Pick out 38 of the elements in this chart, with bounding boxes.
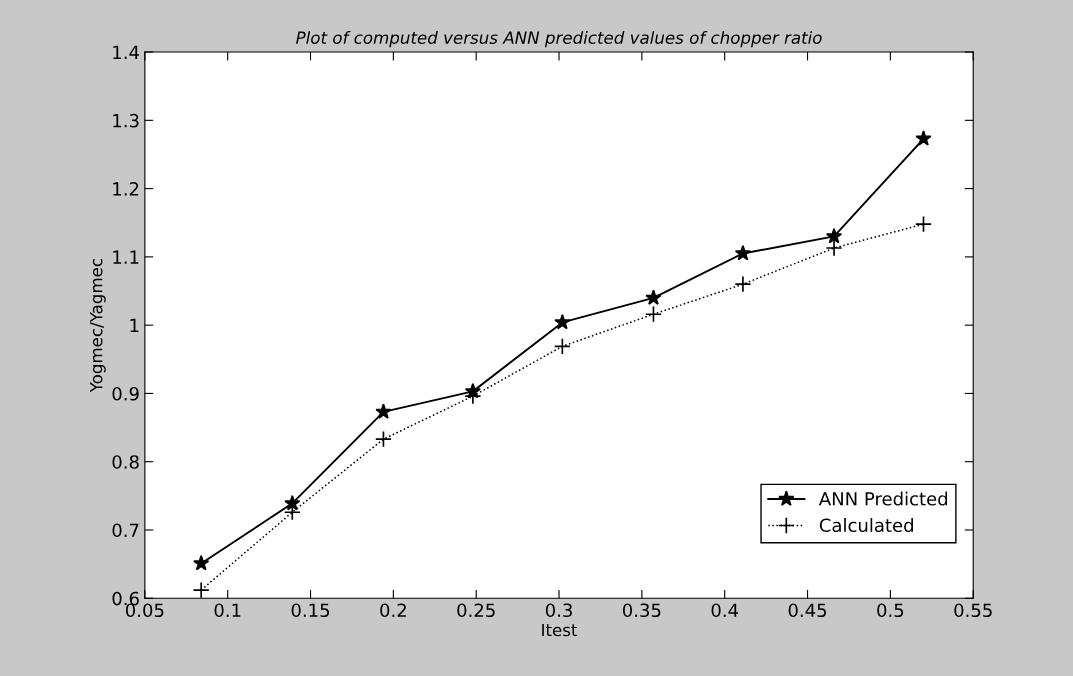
point xyxy=(825,227,843,244)
y-tick-label: 1.3 xyxy=(113,113,139,128)
point xyxy=(734,244,752,261)
point xyxy=(284,494,301,511)
x-tick-label: 0.1 xyxy=(214,603,241,618)
x-tick-label: 0.45 xyxy=(788,603,827,618)
legend-label: Calculated xyxy=(819,518,913,533)
x-tick-label: 0.4 xyxy=(711,603,739,618)
point xyxy=(374,430,392,448)
x-tick-label: 0.3 xyxy=(545,603,572,618)
point xyxy=(554,313,571,330)
y-tick-label: 0.7 xyxy=(112,523,139,538)
point xyxy=(825,239,843,257)
point xyxy=(734,275,752,293)
x-tick-label: 0.55 xyxy=(954,603,992,618)
point xyxy=(193,554,210,571)
point xyxy=(644,305,662,323)
point xyxy=(192,581,210,599)
point xyxy=(645,289,662,305)
x-tick-label: 0.5 xyxy=(877,603,904,618)
x-tick-label: 0.35 xyxy=(622,603,661,618)
y-tick-label: 1.4 xyxy=(113,45,139,59)
point xyxy=(375,403,392,419)
legend-label: ANN Predicted xyxy=(818,491,948,506)
x-axis-title: Itest xyxy=(542,623,578,637)
y-axis-title: Yogmec/Yagmec xyxy=(90,259,106,393)
point xyxy=(553,337,571,355)
x-tick-label: 0.15 xyxy=(291,603,330,618)
point xyxy=(915,215,932,233)
y-tick-label: 1.1 xyxy=(113,250,139,264)
point xyxy=(915,130,932,146)
y-tick-label: 0.9 xyxy=(112,386,139,401)
x-tick-label: 0.25 xyxy=(457,603,495,618)
y-tick-label: 0.8 xyxy=(112,455,139,469)
chart-title: Plot of computed versus ANN predicted values of chopper ratio xyxy=(296,31,822,48)
y-tick-label: 1.2 xyxy=(113,182,139,196)
y-tick-label: 1 xyxy=(130,318,139,333)
x-tick-label: 0.2 xyxy=(380,603,406,618)
